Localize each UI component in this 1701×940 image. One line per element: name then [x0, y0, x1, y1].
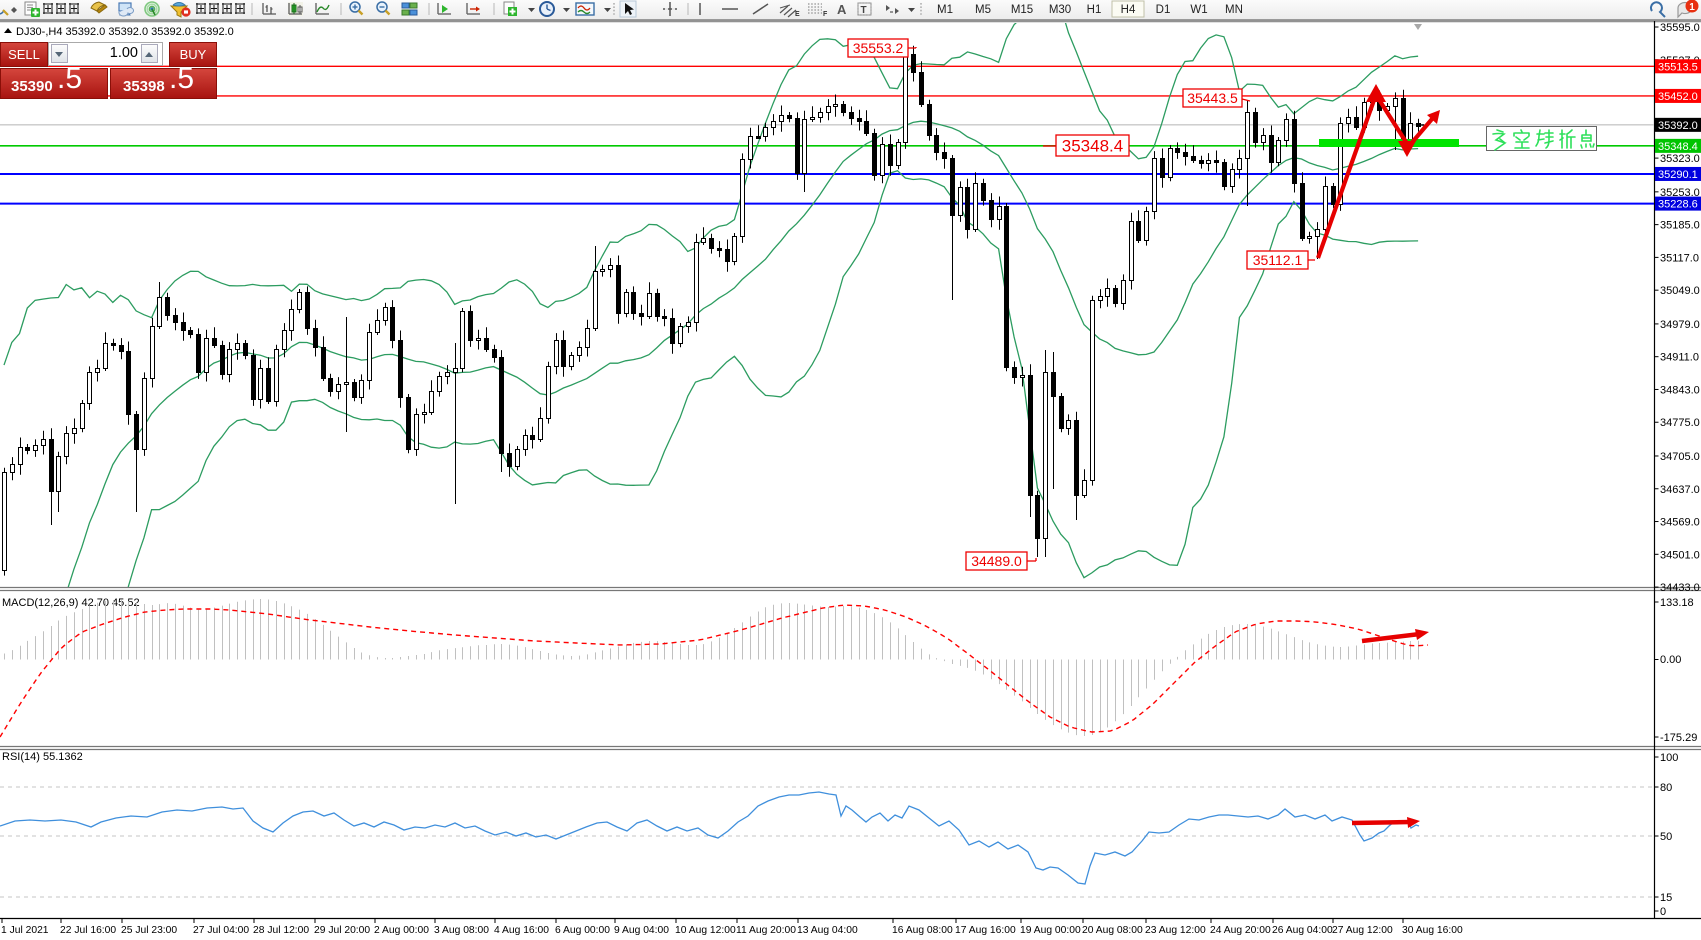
svg-text:26 Aug 04:00: 26 Aug 04:00: [1272, 925, 1333, 936]
svg-text:M15: M15: [1011, 4, 1033, 16]
svg-text:13 Aug 04:00: 13 Aug 04:00: [797, 925, 858, 936]
svg-text:35228.6: 35228.6: [1658, 199, 1698, 211]
svg-text:34569.0: 34569.0: [1660, 517, 1700, 529]
svg-text:35117.0: 35117.0: [1660, 252, 1699, 264]
svg-text:23 Aug 12:00: 23 Aug 12:00: [1145, 925, 1206, 936]
svg-text:11 Aug 20:00: 11 Aug 20:00: [736, 925, 796, 936]
svg-text:-175.29: -175.29: [1660, 732, 1697, 744]
svg-text:35323.0: 35323.0: [1660, 153, 1700, 165]
svg-text:34979.0: 34979.0: [1660, 319, 1700, 331]
svg-text:35443.5: 35443.5: [1187, 90, 1238, 106]
svg-text:28 Jul 12:00: 28 Jul 12:00: [253, 925, 309, 936]
svg-text:0.00: 0.00: [1660, 654, 1681, 666]
svg-text:133.18: 133.18: [1660, 597, 1694, 609]
svg-text:35452.0: 35452.0: [1658, 91, 1698, 103]
svg-text:35392.0: 35392.0: [1658, 120, 1698, 132]
svg-text:0: 0: [1660, 906, 1666, 918]
svg-text:100: 100: [1660, 752, 1678, 764]
svg-text:34775.0: 34775.0: [1660, 417, 1700, 429]
svg-text:4 Aug 16:00: 4 Aug 16:00: [494, 925, 549, 936]
svg-text:25 Jul 23:00: 25 Jul 23:00: [121, 925, 177, 936]
svg-text:H4: H4: [1121, 4, 1136, 16]
svg-text:35290.1: 35290.1: [1658, 169, 1698, 181]
svg-text:34843.0: 34843.0: [1660, 384, 1700, 396]
svg-text:F: F: [823, 11, 828, 18]
svg-text:35553.2: 35553.2: [853, 40, 904, 56]
svg-text:34433.0: 34433.0: [1660, 582, 1700, 594]
svg-text:22 Jul 16:00: 22 Jul 16:00: [60, 925, 116, 936]
svg-text:10 Aug 12:00: 10 Aug 12:00: [675, 925, 736, 936]
svg-text:W1: W1: [1190, 4, 1207, 16]
svg-text:29 Jul 20:00: 29 Jul 20:00: [314, 925, 370, 936]
svg-text:24 Aug 20:00: 24 Aug 20:00: [1210, 925, 1271, 936]
svg-text:34911.0: 34911.0: [1660, 352, 1699, 364]
svg-text:3 Aug 08:00: 3 Aug 08:00: [434, 925, 489, 936]
svg-text:35049.0: 35049.0: [1660, 285, 1700, 297]
svg-text:9 Aug 04:00: 9 Aug 04:00: [614, 925, 669, 936]
svg-text:35348.4: 35348.4: [1658, 141, 1698, 153]
svg-text:E: E: [795, 11, 800, 18]
svg-text:30 Aug 16:00: 30 Aug 16:00: [1402, 925, 1463, 936]
svg-text:16 Aug 08:00: 16 Aug 08:00: [892, 925, 953, 936]
svg-text:6 Aug 00:00: 6 Aug 00:00: [555, 925, 610, 936]
svg-text:D1: D1: [1156, 4, 1171, 16]
svg-text:35513.5: 35513.5: [1658, 61, 1698, 73]
svg-text:T: T: [861, 5, 867, 16]
svg-text:17 Aug 16:00: 17 Aug 16:00: [955, 925, 1016, 936]
svg-text:34501.0: 34501.0: [1660, 549, 1700, 561]
svg-text:H1: H1: [1087, 4, 1102, 16]
svg-text:35253.0: 35253.0: [1660, 187, 1700, 199]
svg-text:M1: M1: [937, 4, 953, 16]
svg-text:1 Jul 2021: 1 Jul 2021: [1, 925, 49, 936]
svg-text:19 Aug 00:00: 19 Aug 00:00: [1020, 925, 1081, 936]
svg-text:M30: M30: [1049, 4, 1071, 16]
svg-text:A: A: [837, 2, 847, 17]
svg-text:20 Aug 08:00: 20 Aug 08:00: [1082, 925, 1143, 936]
svg-text:34637.0: 34637.0: [1660, 484, 1700, 496]
svg-text:80: 80: [1660, 782, 1672, 794]
svg-text:15: 15: [1660, 892, 1672, 904]
svg-text:M5: M5: [975, 4, 991, 16]
svg-text:DJ30-,H4 35392.0 35392.0 3539: DJ30-,H4 35392.0 35392.0 35392.0 35392.0: [16, 26, 234, 38]
svg-text:50: 50: [1660, 831, 1672, 843]
svg-text:27 Aug 12:00: 27 Aug 12:00: [1332, 925, 1393, 936]
svg-text:35185.0: 35185.0: [1660, 220, 1700, 232]
svg-text:35348.4: 35348.4: [1062, 137, 1123, 156]
svg-text:27 Jul 04:00: 27 Jul 04:00: [193, 925, 249, 936]
svg-text:2 Aug 00:00: 2 Aug 00:00: [374, 925, 429, 936]
svg-text:35595.0: 35595.0: [1660, 22, 1700, 34]
svg-text:1: 1: [1689, 2, 1695, 13]
svg-text:MN: MN: [1225, 4, 1243, 16]
svg-text:MACD(12,26,9) 42.70 45.52: MACD(12,26,9) 42.70 45.52: [2, 597, 140, 609]
svg-text:34489.0: 34489.0: [971, 553, 1022, 569]
svg-text:34705.0: 34705.0: [1660, 451, 1700, 463]
svg-text:RSI(14) 55.1362: RSI(14) 55.1362: [2, 751, 83, 763]
svg-text:35112.1: 35112.1: [1253, 252, 1303, 268]
